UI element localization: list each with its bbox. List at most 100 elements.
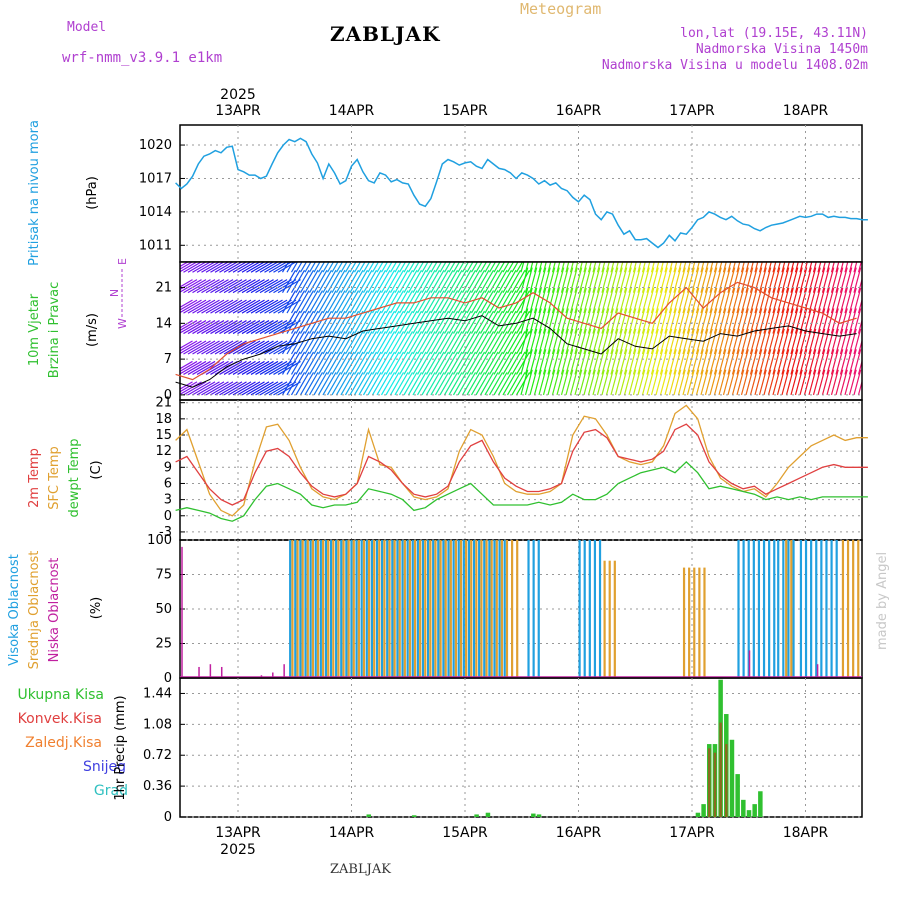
wind-barb (821, 287, 830, 314)
high-cloud-bar (742, 540, 745, 678)
wind-barb (529, 349, 538, 375)
ytick-label: 1017 (139, 171, 172, 186)
wind-barb (749, 262, 754, 273)
wind-barb (794, 328, 803, 355)
wind-barb (434, 372, 450, 396)
mid-cloud-bar (393, 540, 396, 678)
wind-barb (767, 328, 776, 355)
wind-barb (511, 269, 526, 293)
ytick-label: 0 (164, 810, 172, 825)
wind-barb (385, 310, 400, 334)
wind-barb (389, 262, 398, 273)
high-cloud-bar (527, 540, 530, 678)
mid-cloud-bar (316, 540, 320, 678)
wind-barb (650, 262, 655, 273)
wind-barb (799, 267, 808, 293)
wind-barb (713, 349, 722, 375)
mid-cloud-bar (383, 540, 386, 678)
wind-barb (180, 262, 198, 273)
mid-cloud-bar (790, 540, 793, 678)
wind-barb (794, 369, 803, 396)
wind-barb (183, 381, 207, 396)
wind-barb (479, 262, 488, 273)
wind-barb (736, 328, 745, 355)
wind-barb (776, 262, 781, 273)
wind-barb (219, 340, 243, 355)
wind-barb (601, 287, 610, 314)
wind-barb (335, 331, 351, 355)
mid-cloud-bar (398, 540, 401, 678)
date-label-top: 16APR (556, 103, 602, 119)
wind-barb (493, 262, 501, 273)
wind-barb (385, 331, 400, 355)
wind-barb (628, 287, 637, 314)
wind-barb (794, 308, 803, 334)
wind-barb (259, 320, 283, 335)
wind-barb (538, 328, 547, 355)
wind-barb (290, 290, 306, 314)
wind-barb (664, 267, 673, 293)
wind-barb (686, 308, 695, 334)
low-cloud-bar (198, 666, 200, 678)
ytick-label: -3 (159, 525, 172, 540)
wind-barb (673, 328, 682, 355)
precip-panel: 0 0.36 0.72 1.08 1.44 Ukupna Kisa Konvek.Kisa Z… (17, 677, 863, 825)
footer-station: ZABLJAK (330, 862, 391, 877)
wind-barb (394, 310, 409, 334)
wind-barb (682, 262, 687, 273)
wind-barb (358, 372, 373, 396)
wind-barb (772, 308, 781, 334)
wind-barb (745, 328, 754, 355)
wind-barb (403, 262, 411, 273)
wind-barb (731, 349, 740, 375)
wind-barb (506, 290, 522, 314)
wind-barb (790, 308, 799, 334)
ytick-label: 9 (164, 460, 172, 475)
low-cloud-bar (209, 664, 212, 678)
wind-barb (506, 269, 522, 293)
wind-barb (470, 269, 486, 293)
wind-barb (484, 269, 499, 293)
wind-barb (614, 262, 619, 273)
wind-barb (542, 328, 551, 355)
wind-barb (610, 369, 619, 396)
wind-barb (232, 279, 256, 294)
wind-barb (493, 372, 508, 396)
wind-barb (470, 331, 486, 355)
wind-barb (281, 372, 297, 396)
mid-cloud-bar (485, 540, 488, 678)
wind-barb (493, 290, 508, 314)
wind-barb (839, 287, 848, 314)
wind-barb (255, 320, 279, 335)
high-cloud-bar (815, 540, 818, 678)
wind-barb (745, 308, 754, 334)
wind-barb (682, 328, 691, 355)
wind-barb (434, 351, 450, 375)
mid-cloud-bar (342, 540, 345, 678)
wind-barb (772, 287, 781, 314)
conv-precip-bar (719, 722, 722, 817)
wind-barb (583, 308, 592, 334)
wind-barb (848, 262, 853, 273)
high-cloud-bar (478, 540, 481, 678)
wind-barb (214, 262, 234, 273)
wind-barb (808, 349, 817, 375)
compass-group: W N E (108, 258, 129, 329)
wind-barb (371, 310, 387, 334)
wind-barb (277, 360, 301, 375)
wind-barb (709, 308, 718, 334)
wind-barb (524, 349, 533, 375)
wind-barb (605, 369, 614, 396)
high-cloud-bar (391, 540, 394, 678)
wind-barb (763, 287, 772, 314)
wind-barb (286, 351, 301, 375)
mid-cloud-bar (424, 540, 427, 678)
tsfc-title: SFC Temp (47, 446, 62, 510)
wind-barb (601, 349, 610, 375)
wind-barb (628, 328, 637, 355)
wind-barb (470, 310, 486, 334)
wind-barb (632, 267, 641, 293)
ytick-label: 1.08 (143, 717, 172, 732)
wind-barb (538, 308, 547, 334)
wind-barb (407, 331, 423, 355)
